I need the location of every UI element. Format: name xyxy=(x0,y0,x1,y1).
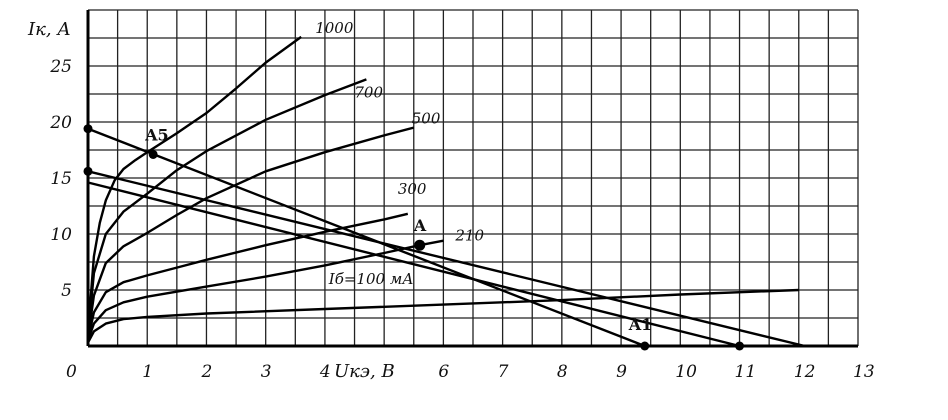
y-tick-label: 25 xyxy=(49,57,72,77)
x-tick-label: 2 xyxy=(200,362,212,382)
x-tick-label: 7 xyxy=(498,362,509,382)
characteristic-curve-100 xyxy=(86,288,799,344)
characteristic-curve-210 xyxy=(86,239,444,341)
y-axis-title: Iк, А xyxy=(27,19,71,40)
x-tick-label: 1 xyxy=(142,362,153,382)
y-tick-label: 5 xyxy=(61,281,72,301)
characteristic-curve-500 xyxy=(86,126,415,338)
characteristic-curve-700 xyxy=(86,78,367,335)
y-tick-label: 15 xyxy=(50,169,72,189)
operating-point-marker xyxy=(640,341,650,351)
y-tick-label: 20 xyxy=(49,113,72,133)
x-tick-label: 4 xyxy=(319,362,331,382)
x-tick-label: 12 xyxy=(794,362,816,382)
curves xyxy=(86,35,805,348)
operating-point-marker xyxy=(83,124,93,134)
point-label-a: A xyxy=(413,216,427,235)
axes xyxy=(86,10,858,348)
curve-label-1000: 1000 xyxy=(315,19,354,37)
x-tick-label: 13 xyxy=(853,362,875,382)
load-line xyxy=(87,181,740,348)
load-line xyxy=(87,170,805,348)
curve-label-210: 210 xyxy=(454,227,484,245)
y-tick-label: 10 xyxy=(50,225,72,245)
x-axis-title: Uкэ, В xyxy=(334,361,395,382)
operating-point-marker xyxy=(735,341,745,351)
curve-label-500: 500 xyxy=(412,110,441,128)
x-tick-label: 6 xyxy=(438,362,449,382)
load-line xyxy=(87,127,646,348)
operating-points: A5 A A1 xyxy=(83,124,745,351)
point-label-a5: A5 xyxy=(144,125,169,144)
x-tick-label: 9 xyxy=(616,362,627,382)
characteristic-curve-1000 xyxy=(86,35,302,333)
curve-label-300: 300 xyxy=(398,180,427,198)
x-tick-label: 3 xyxy=(261,362,272,382)
curve-label-700: 700 xyxy=(354,83,383,101)
x-tick-label: 11 xyxy=(735,362,757,382)
x-tick-label: 0 xyxy=(66,362,77,382)
operating-point-marker xyxy=(148,149,158,159)
curve-label-100: Iб=100 мА xyxy=(328,270,414,288)
grid xyxy=(87,9,859,347)
curve-labels: Iб=100 мА 210 300 500 700 1000 xyxy=(315,19,484,288)
point-label-a1: A1 xyxy=(628,315,653,334)
x-tick-label: 10 xyxy=(675,362,697,382)
operating-point-marker xyxy=(414,239,426,251)
operating-point-marker xyxy=(83,166,93,176)
x-tick-label: 8 xyxy=(557,362,568,382)
